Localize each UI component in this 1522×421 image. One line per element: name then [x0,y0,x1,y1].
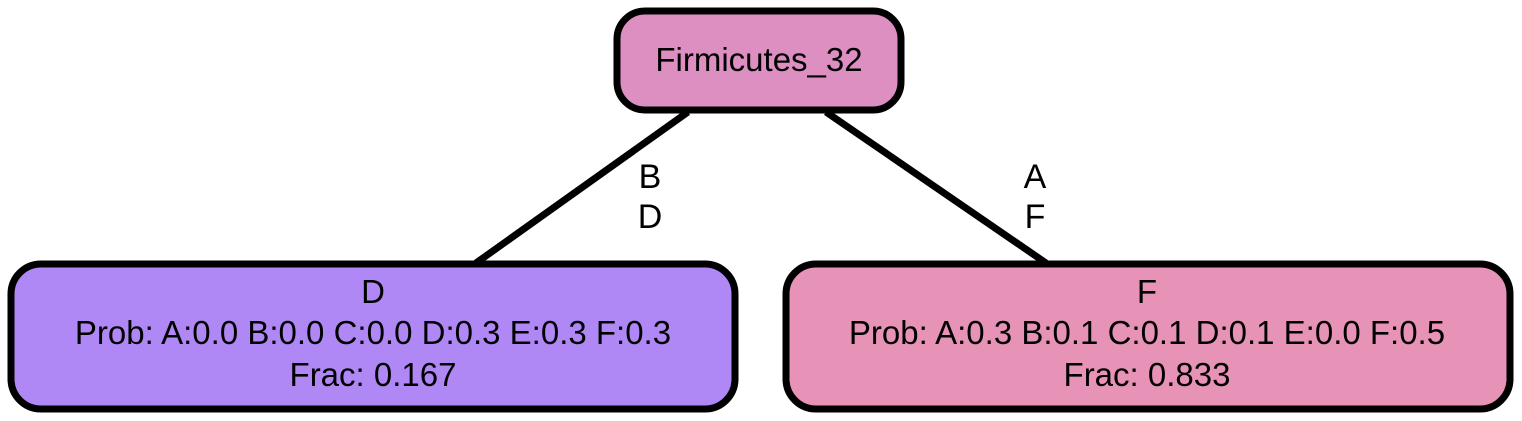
child-node-left-box [7,260,739,413]
root-node-label: Firmicutes_32 [655,41,862,78]
child-node-left-prob: Prob: A:0.0 B:0.0 C:0.0 D:0.3 E:0.3 F:0.… [75,314,671,351]
edge-label-left-line-2: D [638,198,663,236]
child-node-right-box [782,260,1514,413]
root-node-box [613,7,905,114]
child-node-right[interactable]: F Prob: A:0.3 B:0.1 C:0.1 D:0.1 E:0.0 F:… [782,260,1514,413]
edge-label-left-line-1: B [639,158,662,196]
edge-label-right-line-2: F [1025,198,1046,236]
child-node-left[interactable]: D Prob: A:0.0 B:0.0 C:0.0 D:0.3 E:0.3 F:… [7,260,739,413]
child-node-left-title: D [361,273,385,310]
child-node-right-prob: Prob: A:0.3 B:0.1 C:0.1 D:0.1 E:0.0 F:0.… [849,314,1445,351]
root-node[interactable]: Firmicutes_32 [613,7,905,114]
edge-label-right-line-1: A [1024,158,1047,196]
child-node-right-frac: Frac: 0.833 [1064,356,1231,393]
edge-root-to-left [473,109,691,266]
edge-root-to-right [824,109,1048,266]
child-node-left-frac: Frac: 0.167 [290,356,457,393]
child-node-right-title: F [1137,273,1157,310]
